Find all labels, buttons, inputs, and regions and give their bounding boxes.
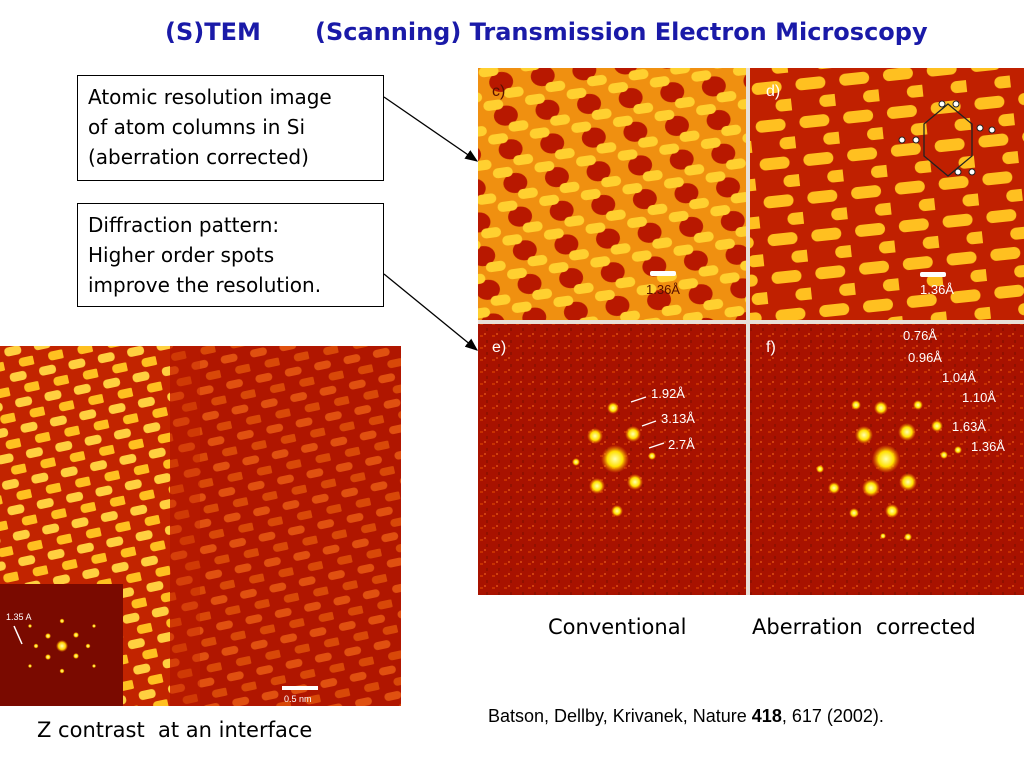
panel-label-c: c) xyxy=(492,83,505,100)
spot-label-f: 1.36Å xyxy=(971,439,1005,454)
spot-label-f: 0.76Å xyxy=(903,328,937,343)
citation-authors: Batson, Dellby, Krivanek, Nature xyxy=(488,706,752,726)
caption-interface: Z contrast at an interface xyxy=(37,718,313,742)
tem-figure-panels: c) 1.36Å d) 1.36Å e) 1.92Å xyxy=(478,68,1024,595)
citation: Batson, Dellby, Krivanek, Nature 418, 61… xyxy=(488,706,884,727)
inset-fft: 1.35 A xyxy=(0,584,123,706)
title-full: (Scanning) Transmission Electron Microsc… xyxy=(315,18,928,46)
panel-f-diffraction-corrected: f) 0.76Å 0.96Å 1.04Å 1.10Å 1.63Å 1.36Å xyxy=(750,324,1024,595)
panel-label-d: d) xyxy=(766,83,780,100)
spot-label-f: 1.63Å xyxy=(952,419,986,434)
callout-diffraction: Diffraction pattern: Higher order spots … xyxy=(77,203,384,307)
scale-bar-d xyxy=(920,272,946,277)
spot-label-e: 2.7Å xyxy=(668,437,695,452)
citation-volume: 418 xyxy=(751,706,782,726)
caption-conventional: Conventional xyxy=(548,615,687,639)
callout-line: Higher order spots xyxy=(88,243,275,267)
panel-d-atomic-corrected: d) 1.36Å xyxy=(750,68,1024,320)
arrow-to-atomic-image xyxy=(383,96,479,162)
panel-label-e: e) xyxy=(492,339,506,356)
callout-line: Atomic resolution image xyxy=(88,85,332,109)
citation-rest: , 617 (2002). xyxy=(781,706,884,726)
callout-line: (aberration corrected) xyxy=(88,145,309,169)
panel-c-atomic-conventional: c) 1.36Å xyxy=(478,68,746,320)
scale-bar-label: 0.5 nm xyxy=(284,694,312,704)
hexagon-overlay xyxy=(923,103,973,177)
spot-label-f: 0.96Å xyxy=(908,350,942,365)
callout-line: improve the resolution. xyxy=(88,273,322,297)
title-short: (S)TEM xyxy=(165,18,261,46)
panel-label-f: f) xyxy=(766,339,776,356)
arrow-to-diffraction xyxy=(383,273,479,351)
panel-e-diffraction-conventional: e) 1.92Å 3.13Å 2.7Å xyxy=(478,324,746,595)
callout-atomic-resolution: Atomic resolution image of atom columns … xyxy=(77,75,384,181)
slide-title: (S)TEM (Scanning) Transmission Electron … xyxy=(0,16,1024,52)
scale-label-d: 1.36Å xyxy=(920,282,954,297)
spot-label-f: 1.10Å xyxy=(962,390,996,405)
spot-label-f: 1.04Å xyxy=(942,370,976,385)
spot-label-e: 3.13Å xyxy=(661,411,695,426)
scale-bar-c xyxy=(650,271,676,276)
callout-line: Diffraction pattern: xyxy=(88,213,280,237)
scale-label-c: 1.36Å xyxy=(646,282,680,297)
caption-aberration-corrected: Aberration corrected xyxy=(752,615,976,639)
z-contrast-interface-image: 1.35 A 0.5 nm xyxy=(0,346,401,706)
callout-line: of atom columns in Si xyxy=(88,115,306,139)
inset-label: 1.35 A xyxy=(6,612,32,622)
spot-label-e: 1.92Å xyxy=(651,386,685,401)
scale-bar-interface xyxy=(282,686,318,690)
